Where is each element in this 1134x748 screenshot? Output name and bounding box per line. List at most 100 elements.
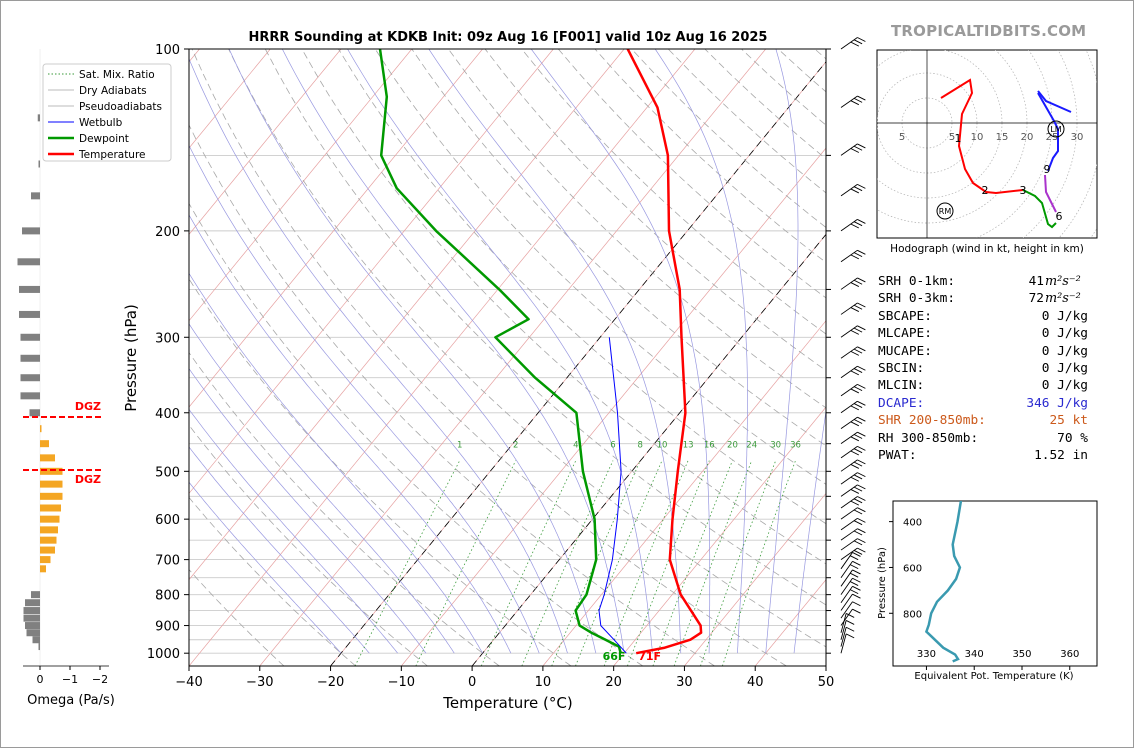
index-label: MLCIN: (878, 378, 925, 394)
barb-flag (857, 400, 866, 406)
wind-barb (840, 538, 866, 551)
wind-barb (840, 249, 866, 263)
wind-barb (840, 577, 861, 595)
omega-bar (20, 354, 40, 362)
omega-bar (38, 643, 40, 651)
x-axis-label: Temperature (°C) (442, 694, 572, 712)
moist-adiabat (189, 446, 370, 654)
omega-axis-label: Omega (Pa/s) (27, 693, 115, 708)
index-value: 0 J/kg (1041, 360, 1088, 376)
dry-adiabat (189, 202, 644, 666)
barb-flag (857, 507, 866, 513)
isotherm (401, 147, 826, 666)
barb-staff (840, 249, 858, 263)
dry-adiabat (189, 278, 572, 666)
barb-flag (853, 419, 863, 424)
barb-flag (857, 538, 866, 543)
wind-barb (840, 484, 866, 497)
hodo-height-label: 1 (955, 132, 962, 145)
x-tick-label: 10 (535, 675, 552, 690)
dry-adiabat (189, 424, 428, 666)
mixing-ratio-label: 24 (746, 441, 757, 451)
barb-flag (850, 388, 860, 394)
omega-bar (40, 492, 63, 500)
omega-bar (40, 546, 55, 554)
barb-flag (857, 496, 866, 501)
index-label: DCAPE: (878, 395, 925, 411)
moist-adiabat (347, 49, 653, 654)
x-tick-label: 50 (818, 675, 835, 690)
barb-flag (852, 569, 861, 575)
index-value: 72 (1028, 291, 1044, 307)
wind-barb (840, 552, 861, 570)
moist-adiabat (765, 49, 799, 654)
moist-adiabat (793, 408, 826, 654)
moist-adiabat (281, 49, 625, 654)
hodo-ring-label: 10 (971, 132, 984, 143)
barb-flag (852, 577, 861, 583)
omega-bar (32, 636, 40, 644)
barb-flag (853, 520, 863, 526)
barb-flag (853, 448, 863, 454)
barb-flag (850, 421, 860, 427)
barb-flag (857, 277, 866, 283)
wind-barb (840, 633, 855, 654)
y-tick-label: 200 (155, 225, 180, 240)
barb-staff (840, 472, 858, 485)
barb-staff (840, 277, 858, 290)
index-value: 0 J/kg (1041, 378, 1088, 394)
barb-flag (857, 183, 866, 189)
barb-flag (857, 249, 866, 255)
barb-flag (853, 509, 863, 515)
barb-flag (850, 370, 860, 376)
omega-bar (25, 622, 40, 630)
theta-e-profile (924, 501, 963, 663)
moist-adiabat (189, 57, 568, 654)
wind-barb (840, 569, 861, 587)
omega-bar (25, 599, 40, 607)
barb-flag (852, 593, 861, 599)
barb-flag (853, 386, 863, 392)
moist-adiabat (428, 49, 682, 654)
mixing-ratio-line (354, 460, 461, 666)
mixing-ratio-label: 8 (638, 441, 643, 451)
moist-adiabat (654, 49, 748, 654)
omega-bar (40, 454, 55, 462)
wind-barb (840, 346, 866, 359)
theta-e-x-tick-label: 350 (1012, 649, 1031, 660)
index-label: SRH 0-1km: (878, 274, 956, 289)
wind-barb (840, 528, 866, 541)
theta-e-x-tick-label: 330 (917, 649, 936, 660)
legend-label: Pseudoadiabats (79, 101, 162, 113)
moist-adiabat (189, 481, 342, 654)
x-tick-label: 0 (468, 675, 476, 690)
dry-adiabat (338, 49, 826, 525)
hodo-ring-label: 5 (899, 132, 905, 143)
hodograph-panel: 5 5 10 15 20 25 30 1 2 3 6 9 LM RM Hodograph (wind in … (876, 49, 1098, 255)
mixing-ratio-label: 10 (657, 441, 668, 451)
omega-bar (31, 591, 40, 599)
y-tick-label: 500 (155, 465, 180, 480)
isotherm-minus-20 (330, 61, 826, 666)
omega-bar (37, 114, 40, 122)
omega-bar (20, 374, 40, 382)
x-tick-label: −20 (317, 675, 344, 690)
right-mover-label: RM (939, 207, 952, 216)
index-value: 70 % (1057, 430, 1088, 446)
legend-label: Sat. Mix. Ratio (79, 69, 155, 81)
mixing-ratio-line (673, 460, 753, 666)
chart-title: HRRR Sounding at KDKB Init: 09z Aug 16 [… (249, 30, 768, 45)
wind-barb (840, 95, 866, 108)
legend-label: Wetbulb (79, 117, 123, 129)
barb-flag (850, 282, 860, 287)
barb-staff (840, 613, 847, 633)
wind-barb (840, 547, 866, 560)
index-value: 0 J/kg (1041, 343, 1088, 359)
barb-flag (857, 459, 866, 465)
barb-flag (857, 383, 866, 389)
dry-adiabat (301, 49, 826, 565)
isotherm (189, 49, 483, 408)
isotherm (189, 49, 625, 581)
skewt-background-grid: 1 2 4 6 8 10 13 16 20 24 30 36 (189, 49, 826, 666)
mixing-ratio-line (652, 460, 733, 666)
